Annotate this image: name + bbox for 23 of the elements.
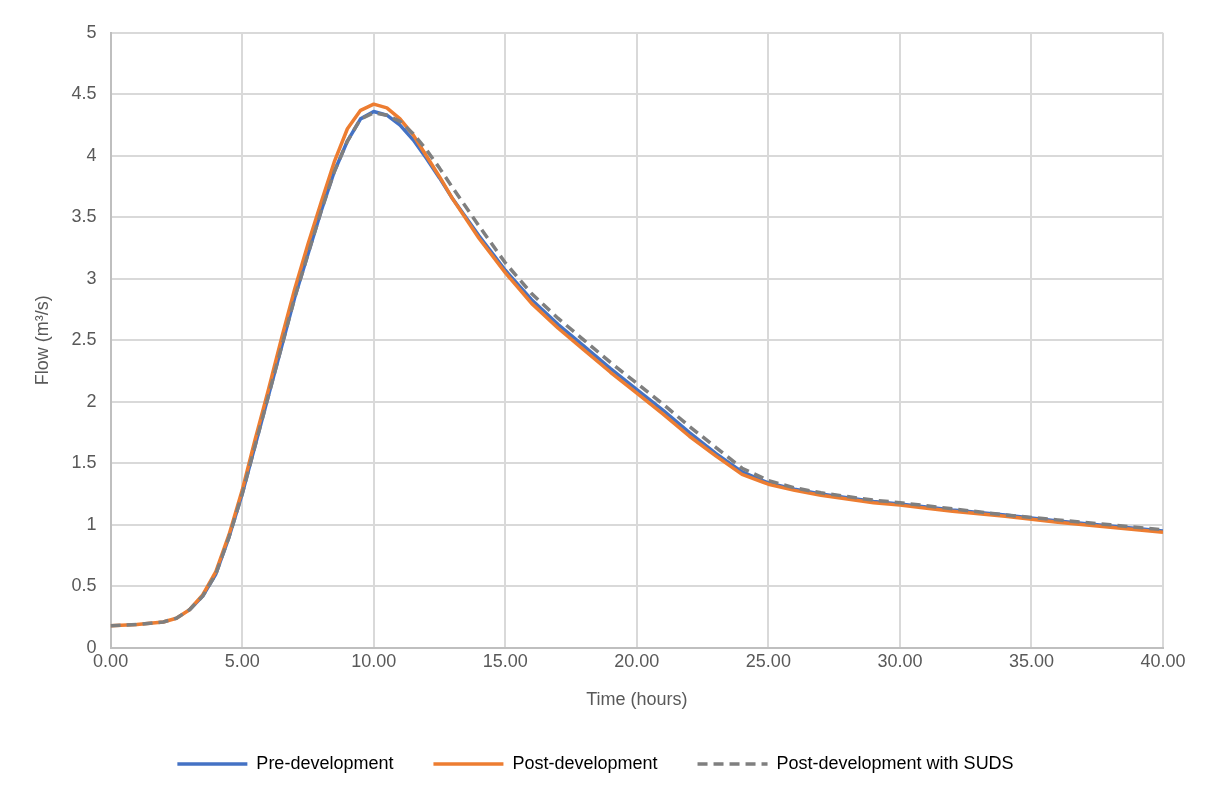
y-tick-label: 2.5 [71, 329, 97, 350]
x-tick-label: 25.00 [745, 650, 791, 671]
x-tick-label: 10.00 [351, 650, 397, 671]
x-tick-label: 40.00 [1140, 650, 1186, 671]
y-tick-label: 1.5 [71, 452, 97, 473]
x-axis-title: Time (hours) [586, 689, 688, 710]
y-tick-label: 3 [86, 267, 97, 288]
y-axis-title: Flow (m³/s) [31, 295, 52, 386]
y-tick-label: 5 [86, 21, 97, 42]
y-tick-label: 4.5 [71, 83, 97, 104]
legend-label: Pre-development [256, 752, 394, 773]
y-tick-label: 3.5 [71, 206, 97, 227]
x-tick-label: 35.00 [1008, 650, 1054, 671]
y-tick-label: 4 [86, 144, 97, 165]
y-tick-label: 0.5 [71, 575, 97, 596]
x-tick-label: 15.00 [482, 650, 528, 671]
legend-label: Post-development with SUDS [776, 752, 1014, 773]
legend-label: Post-development [512, 752, 658, 773]
y-tick-label: 1 [86, 513, 97, 534]
y-tick-label: 2 [86, 390, 97, 411]
x-tick-label: 5.00 [224, 650, 260, 671]
x-tick-label: 30.00 [877, 650, 923, 671]
x-tick-label: 20.00 [614, 650, 660, 671]
